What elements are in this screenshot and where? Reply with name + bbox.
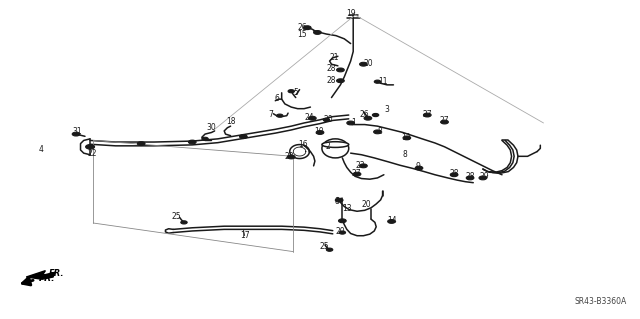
Circle shape (287, 155, 295, 159)
Text: 21: 21 (330, 53, 339, 62)
Circle shape (323, 118, 330, 122)
Text: 14: 14 (387, 216, 397, 225)
Text: 23: 23 (285, 152, 294, 161)
Text: 17: 17 (240, 231, 250, 240)
Text: 10: 10 (314, 127, 324, 136)
Text: 9: 9 (415, 162, 420, 171)
Circle shape (374, 130, 381, 134)
Circle shape (202, 137, 208, 140)
Text: 5: 5 (293, 88, 298, 97)
Text: FR.: FR. (39, 274, 56, 283)
Text: 19: 19 (346, 9, 355, 18)
Text: 27: 27 (422, 110, 432, 119)
Circle shape (339, 231, 346, 234)
Circle shape (188, 140, 196, 144)
Text: 30: 30 (207, 123, 216, 132)
Circle shape (337, 79, 344, 83)
Text: 25: 25 (172, 211, 181, 220)
Text: 8: 8 (377, 127, 382, 136)
Text: 20: 20 (363, 59, 372, 68)
Text: 7: 7 (268, 110, 273, 119)
Circle shape (364, 116, 372, 120)
Circle shape (339, 219, 346, 223)
Text: 8: 8 (403, 150, 407, 159)
Circle shape (326, 248, 333, 251)
Circle shape (360, 164, 367, 168)
Polygon shape (26, 271, 55, 279)
Text: 31: 31 (72, 127, 82, 136)
Text: 28: 28 (449, 169, 459, 178)
Circle shape (360, 62, 367, 66)
Circle shape (372, 114, 379, 117)
Text: FR.: FR. (49, 269, 64, 278)
Circle shape (337, 68, 344, 72)
Text: 20: 20 (323, 115, 333, 124)
Text: 22: 22 (87, 149, 97, 158)
Text: 26: 26 (298, 23, 307, 32)
Circle shape (316, 130, 324, 134)
Circle shape (479, 176, 486, 180)
Text: 25: 25 (319, 242, 330, 251)
Text: 2: 2 (326, 142, 331, 151)
Circle shape (347, 121, 355, 125)
Circle shape (288, 90, 294, 93)
Circle shape (308, 116, 316, 120)
Text: 11: 11 (378, 77, 387, 86)
Circle shape (72, 132, 80, 136)
Text: 28: 28 (327, 64, 336, 73)
Text: 20: 20 (362, 200, 371, 209)
Text: SR43-B3360A: SR43-B3360A (574, 297, 627, 306)
Circle shape (451, 173, 458, 177)
Text: 27: 27 (351, 169, 361, 178)
Circle shape (467, 176, 474, 180)
Text: 24: 24 (305, 113, 314, 122)
Circle shape (353, 172, 361, 176)
Text: 6: 6 (274, 94, 279, 103)
Circle shape (180, 221, 187, 224)
Circle shape (403, 136, 411, 140)
Circle shape (314, 31, 321, 34)
Circle shape (424, 113, 431, 117)
Text: 15: 15 (298, 30, 307, 39)
Text: 20: 20 (335, 227, 345, 236)
Text: 3: 3 (385, 105, 390, 114)
Circle shape (374, 80, 381, 83)
Circle shape (415, 166, 423, 170)
Text: 23: 23 (355, 161, 365, 170)
Circle shape (335, 198, 343, 202)
Circle shape (441, 120, 449, 124)
Text: 13: 13 (342, 204, 352, 212)
Circle shape (388, 219, 396, 223)
Circle shape (239, 135, 247, 138)
Text: 26: 26 (360, 110, 369, 119)
Text: 28: 28 (327, 76, 336, 85)
Circle shape (303, 26, 311, 30)
Circle shape (86, 145, 95, 149)
Text: 29: 29 (480, 173, 490, 182)
Text: 8: 8 (335, 197, 340, 206)
Text: 16: 16 (298, 140, 308, 149)
Text: 4: 4 (38, 145, 44, 154)
Text: 28: 28 (465, 173, 475, 182)
Text: 12: 12 (401, 133, 411, 142)
Text: 18: 18 (226, 117, 236, 126)
Circle shape (276, 114, 283, 117)
Text: 1: 1 (351, 118, 356, 127)
Circle shape (138, 142, 145, 145)
Ellipse shape (322, 142, 349, 147)
Text: 27: 27 (440, 116, 449, 125)
